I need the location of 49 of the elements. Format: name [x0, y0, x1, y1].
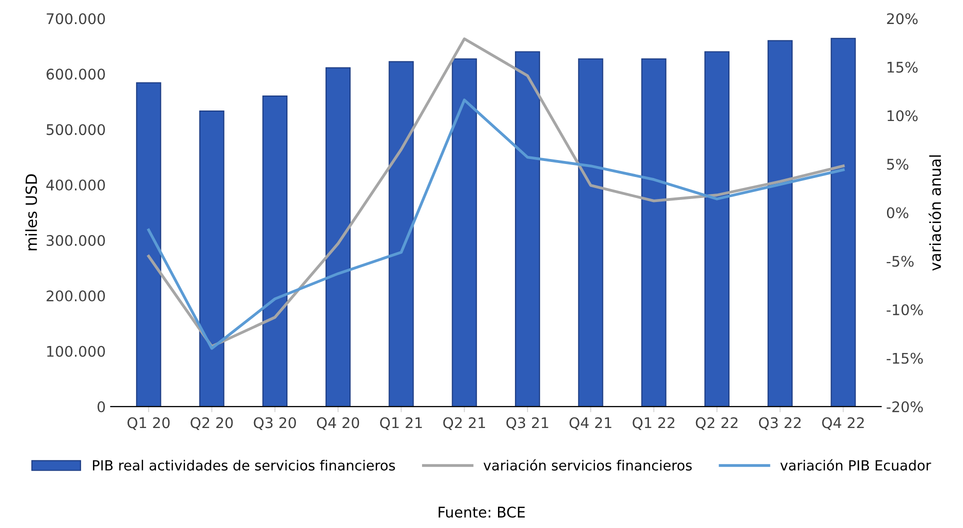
x-tick-label: Q4 20	[316, 417, 360, 430]
source-note: Fuente: BCE	[438, 506, 525, 518]
y2-axis-title: variación anual	[928, 155, 942, 271]
y2-tick-label: 20%	[887, 13, 918, 24]
legend-label: variación servicios financieros	[484, 459, 692, 471]
bar	[452, 58, 477, 407]
x-tick-label: Q4 22	[822, 417, 864, 430]
legend-label: PIB real actividades de servicios financieros	[92, 460, 395, 471]
y-tick-label: 600.000	[46, 68, 105, 80]
y-tick-label: 400.000	[46, 180, 105, 191]
y2-tick-label: 15%	[888, 62, 918, 73]
y2-tick-label: -5%	[886, 256, 914, 267]
bar	[830, 38, 856, 407]
y-tick-label: 300.000	[46, 234, 105, 246]
legend-label: variación PIB Ecuador	[780, 459, 932, 471]
y2-tick-label: 5%	[887, 158, 908, 170]
y2-tick-label: 10%	[888, 110, 918, 122]
x-tick-label: Q4 21	[570, 417, 612, 430]
y2-tick-label: -10%	[886, 304, 923, 316]
bar	[704, 51, 730, 407]
x-tick-label: Q2 20	[190, 417, 233, 430]
x-tick-label: Q3 22	[758, 417, 801, 430]
bar	[326, 67, 351, 407]
bar	[262, 96, 288, 407]
x-tick-label: Q1 21	[380, 417, 422, 430]
y-tick-label: 100.000	[47, 346, 105, 357]
bar	[514, 51, 540, 407]
bar	[136, 82, 162, 407]
y2-tick-label: -20%	[886, 401, 923, 412]
x-tick-label: Q1 22	[632, 417, 674, 430]
y-tick-label: 0	[98, 401, 105, 412]
bar	[578, 58, 604, 407]
line-series	[147, 37, 845, 348]
y2-tick-label: 0%	[886, 207, 908, 218]
bar	[388, 61, 414, 407]
bar	[768, 40, 793, 407]
y-tick-label: 500.000	[46, 124, 105, 136]
y-tick-label: 700.000	[46, 13, 105, 24]
y-axis-title: miles USD	[25, 174, 38, 250]
bar	[641, 58, 666, 407]
x-tick-label: Q2 22	[696, 417, 738, 430]
line-series	[147, 98, 845, 350]
x-tick-label: Q3 21	[506, 417, 548, 430]
x-tick-label: Q2 21	[443, 417, 485, 430]
x-tick-label: Q1 20	[127, 417, 170, 430]
bar	[199, 110, 224, 407]
x-tick-label: Q3 20	[254, 417, 296, 430]
y2-tick-label: -15%	[886, 352, 923, 364]
y-tick-label: 200.000	[46, 290, 105, 302]
